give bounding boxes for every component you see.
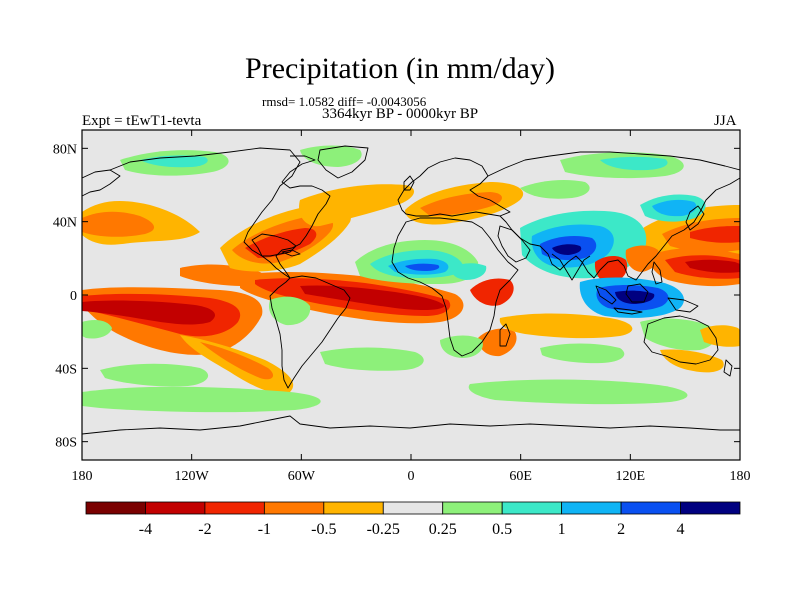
field-south-atlantic-wet [320, 347, 424, 371]
colorbar-swatch [680, 501, 741, 515]
field-south-pacific-wet [100, 363, 209, 387]
field-north-australia [640, 318, 717, 351]
colorbar-label: -4 [139, 521, 152, 538]
x-tick-label: 180 [730, 469, 751, 484]
coast-philippines [651, 261, 663, 285]
coast-north-america [109, 147, 331, 279]
colorbar-swatch [85, 501, 146, 515]
map-title: Precipitation (in mm/day) [245, 52, 555, 85]
experiment-label: Expt = tEwT1-tevta [82, 113, 202, 129]
coast-alaska [82, 169, 121, 197]
colorbar-swatch [204, 501, 265, 515]
field-nw-pacific-red [690, 226, 740, 243]
field-europe-core [420, 192, 502, 216]
field-south-australia [660, 349, 724, 373]
stats-text: rmsd= 1.0582 diff= -0.0043056 [262, 94, 427, 109]
coast-india [551, 253, 591, 281]
field-south-pacific-tail-core [200, 342, 274, 380]
coast-antarctica [82, 415, 740, 435]
field-tropical-atlantic-dark [300, 285, 445, 311]
colorbar-swatch [442, 501, 503, 515]
field-south-indian-wet [540, 343, 625, 364]
coast-java [613, 307, 643, 315]
coast-new-zealand [723, 359, 733, 377]
field-west-pacific-dark [685, 259, 740, 273]
coast-arabia [497, 225, 531, 263]
y-tick-label: 40S [55, 362, 77, 377]
x-tick-label: 120W [175, 469, 210, 484]
colorbar-swatch [561, 501, 622, 515]
field-bay-of-bengal [594, 256, 628, 284]
x-tick-label: 180 [72, 469, 93, 484]
field-greenland [300, 145, 362, 167]
colorbar-label: -2 [198, 521, 211, 538]
x-tick-label: 0 [408, 469, 415, 484]
y-tick-label: 80N [53, 142, 77, 157]
coast-british-isles [403, 175, 415, 191]
colorbar-swatch [382, 501, 444, 515]
field-southern-ocean-east [468, 379, 688, 405]
colorbar: -4 -2 -1 -0.5 -0.25 0.25 0.5 1 2 4 [85, 501, 741, 538]
x-tick-label: 120E [616, 469, 646, 484]
coast-australia [643, 315, 719, 365]
field-gulf-caribbean-red [245, 228, 317, 258]
coast-africa [391, 217, 519, 357]
coast-south-america [269, 275, 351, 389]
coast-new-guinea [667, 297, 699, 313]
colorbar-label: 4 [677, 521, 685, 538]
colorbar-label: 0.25 [429, 521, 457, 538]
period-text: 3364kyr BP - 0000kyr BP [322, 106, 479, 122]
field-south-america-wet [268, 296, 311, 326]
field-central-pacific-south [82, 320, 112, 339]
x-tick-label: 60E [509, 469, 532, 484]
colorbar-label: -0.25 [367, 521, 400, 538]
field-south-indian [499, 313, 633, 339]
colorbar-swatch [323, 501, 384, 515]
y-tick-label: 0 [70, 289, 77, 304]
field-southern-ocean [82, 386, 321, 413]
colorbar-label: -0.5 [311, 521, 336, 538]
field-horn-africa [470, 278, 514, 306]
coast-greenland [317, 145, 369, 179]
colorbar-swatch [501, 501, 563, 515]
coast-cuba [281, 249, 301, 257]
coast-borneo [625, 283, 649, 303]
field-india-dark [552, 244, 582, 255]
field-nw-pacific-blue [652, 199, 697, 217]
coast-europe [397, 157, 511, 217]
season-label: JJA [714, 113, 737, 129]
axis-labels: 180 120W 60W 0 60E 120E 180 80N 40N 0 40S 80S [53, 142, 751, 484]
colorbar-label: -1 [258, 521, 271, 538]
colorbar-label: 1 [558, 521, 566, 538]
coast-asia [487, 151, 740, 281]
coast-japan [685, 205, 705, 231]
coast-sumatra [595, 285, 617, 305]
y-tick-label: 40N [53, 216, 77, 231]
map-panel [81, 129, 741, 461]
y-tick-label: 80S [55, 436, 77, 451]
coast-madagascar [499, 323, 511, 347]
colorbar-label: 0.5 [492, 521, 512, 538]
field-tasman [700, 325, 740, 347]
coast-gulf-of-mexico [251, 233, 297, 257]
colorbar-label: 2 [617, 521, 625, 538]
x-tick-label: 60W [288, 469, 316, 484]
field-siberia-cyan [600, 156, 668, 171]
field-central-asia [520, 180, 590, 199]
field-north-pacific-core [82, 211, 155, 237]
field-west-africa-core [405, 263, 440, 271]
precip-anomaly-field [82, 145, 740, 413]
field-east-pacific-dark [82, 300, 215, 325]
axis-ticks [81, 130, 741, 460]
field-indochina [625, 245, 660, 272]
colorbar-swatch [145, 501, 206, 515]
colorbar-swatch [263, 501, 325, 515]
field-east-africa-wet [451, 263, 487, 280]
field-madagascar [478, 328, 517, 357]
colorbar-swatch [620, 501, 681, 515]
coastlines [82, 145, 740, 435]
